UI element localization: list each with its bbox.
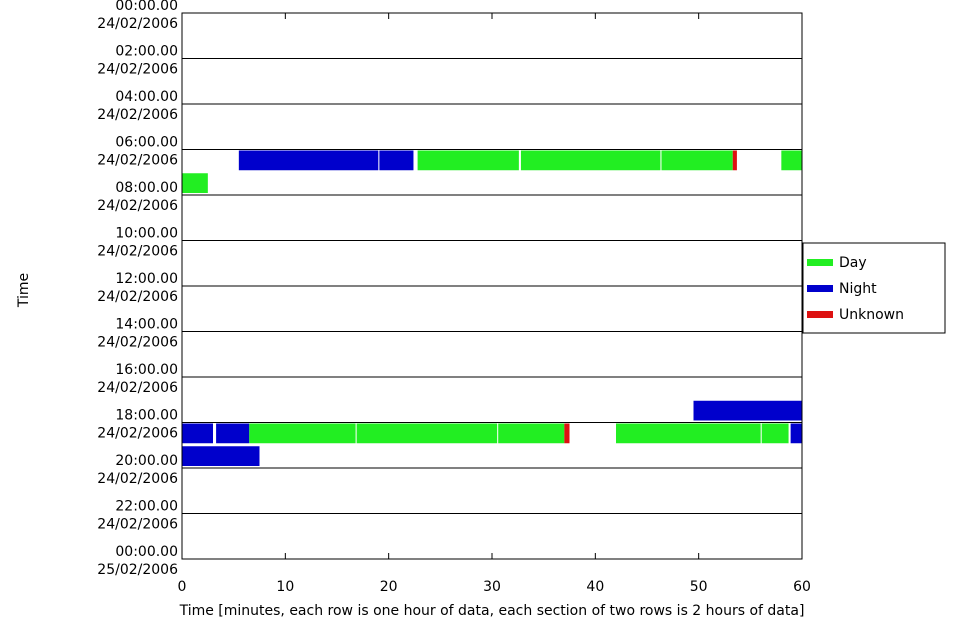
- y-tick-label: 18:00.00: [115, 408, 178, 424]
- segment: [182, 446, 260, 466]
- x-tick-label: 10: [276, 579, 294, 595]
- segment: [520, 150, 661, 171]
- x-tick-label: 60: [793, 579, 811, 595]
- segment: [564, 423, 570, 444]
- segment: [498, 423, 565, 444]
- y-tick-label: 24/02/2006: [97, 16, 178, 32]
- y-tick-label: 24/02/2006: [97, 62, 178, 78]
- y-tick-label: 08:00.00: [115, 180, 178, 196]
- legend-label: Unknown: [839, 307, 904, 323]
- segment: [379, 150, 414, 171]
- segment: [732, 150, 737, 171]
- y-tick-label: 24/02/2006: [97, 380, 178, 396]
- x-tick-label: 20: [380, 579, 398, 595]
- segment: [238, 150, 379, 171]
- x-axis-label: Time [minutes, each row is one hour of d…: [179, 603, 805, 619]
- x-tick-label: 40: [586, 579, 604, 595]
- legend-label: Night: [839, 281, 877, 297]
- segment: [781, 150, 802, 171]
- segment: [761, 423, 789, 444]
- x-tick-label: 50: [690, 579, 708, 595]
- legend-swatch: [807, 285, 833, 292]
- y-tick-label: 02:00.00: [115, 44, 178, 60]
- y-tick-label: 14:00.00: [115, 317, 178, 333]
- y-tick-label: 00:00.00: [115, 0, 178, 14]
- y-tick-label: 04:00.00: [115, 89, 178, 105]
- y-axis-label: Time: [16, 273, 32, 308]
- y-tick-label: 16:00.00: [115, 362, 178, 378]
- y-tick-label: 24/02/2006: [97, 153, 178, 169]
- y-tick-label: 10:00.00: [115, 226, 178, 242]
- segment: [249, 423, 356, 444]
- x-tick-label: 0: [178, 579, 187, 595]
- y-tick-label: 22:00.00: [115, 499, 178, 515]
- y-tick-label: 24/02/2006: [97, 289, 178, 305]
- y-tick-label: 24/02/2006: [97, 517, 178, 533]
- plot-frame: [181, 12, 803, 560]
- y-tick-label: 06:00.00: [115, 135, 178, 151]
- y-tick-label: 24/02/2006: [97, 335, 178, 351]
- x-tick-label: 30: [483, 579, 501, 595]
- segment: [417, 150, 519, 171]
- y-tick-label: 12:00.00: [115, 271, 178, 287]
- segment: [182, 173, 208, 193]
- y-tick-label: 00:00.00: [115, 544, 178, 560]
- segment: [616, 423, 761, 444]
- y-tick-label: 24/02/2006: [97, 198, 178, 214]
- y-tick-label: 24/02/2006: [97, 107, 178, 123]
- legend-swatch: [807, 311, 833, 318]
- segment: [661, 150, 733, 171]
- segment: [356, 423, 498, 444]
- y-tick-label: 24/02/2006: [97, 244, 178, 260]
- legend-label: Day: [839, 255, 867, 271]
- legend-swatch: [807, 259, 833, 266]
- segment: [790, 423, 802, 444]
- segment: [182, 423, 213, 444]
- y-tick-label: 24/02/2006: [97, 426, 178, 442]
- y-tick-label: 20:00.00: [115, 453, 178, 469]
- segment: [216, 423, 250, 444]
- y-tick-label: 25/02/2006: [97, 562, 178, 578]
- segment: [693, 400, 802, 421]
- y-tick-label: 24/02/2006: [97, 471, 178, 487]
